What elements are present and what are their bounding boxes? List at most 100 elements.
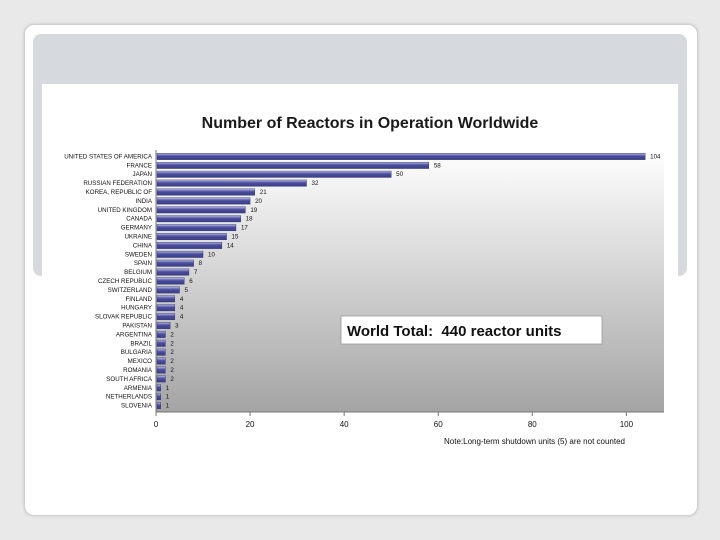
value-label: 2 [170,376,174,383]
value-label: 8 [199,260,203,267]
bar [156,161,430,169]
world-total-box [340,315,603,345]
x-tick-label: 40 [340,420,349,429]
value-label: 2 [170,349,174,356]
bar [156,206,246,214]
bar [156,197,251,205]
bar [156,286,180,294]
category-label: GERMANY [121,225,152,232]
value-label: 6 [189,278,193,285]
bar [156,277,185,285]
value-label: 18 [246,216,253,223]
category-label: ARMENIA [124,385,153,392]
value-label: 32 [312,180,319,187]
category-label: UNITED STATES OF AMERICA [64,153,153,160]
category-label: BRAZIL [130,340,152,347]
value-label: 58 [434,162,441,169]
bar [156,339,166,347]
value-labels-group: 1045850322120191817151410876544432222221… [166,153,661,409]
x-tick-label: 100 [620,420,634,429]
value-label: 4 [180,305,184,312]
value-label: 15 [232,234,239,241]
category-label: FRANCE [127,162,152,169]
category-label: SWITZERLAND [108,287,153,294]
bar [156,215,241,223]
value-label: 20 [255,198,262,205]
bar [156,384,161,392]
bar [156,233,227,240]
category-label: INDIA [135,198,152,205]
x-tick-label: 0 [154,420,159,429]
value-label: 50 [396,171,403,178]
bars-group [156,153,646,409]
category-label: NETHERLANDS [106,394,152,401]
x-tick-label: 20 [246,420,255,429]
value-label: 2 [170,331,174,338]
value-label: 7 [194,269,198,276]
category-label: PAKISTAN [122,322,152,329]
bar [156,153,646,160]
category-label: SLOVENIA [121,403,153,410]
category-label: BELGIUM [124,269,152,276]
value-label: 3 [175,322,179,329]
x-ticks-group: 0 20 40 60 80 100 [154,412,634,429]
bar [156,188,255,196]
value-label: 1 [166,385,170,392]
bar [156,268,190,276]
category-label: CZECH REPUBLIC [98,278,153,285]
category-label: UNITED KINGDOM [98,207,152,214]
bar [156,259,194,267]
bar [156,242,223,249]
bar [156,224,237,232]
bar [156,179,307,187]
category-label: SLOVAK REPUBLIC [95,314,152,321]
bar [156,322,171,329]
category-label: ARGENTINA [116,331,153,338]
category-label: MEXICO [128,358,153,365]
value-label: 104 [650,153,661,160]
value-label: 4 [180,314,184,321]
bar [156,304,176,312]
category-label: SPAIN [134,260,152,267]
value-label: 17 [241,225,248,232]
bar [156,250,204,258]
value-label: 1 [166,394,170,401]
bar [156,348,166,356]
bar [156,330,166,338]
value-label: 1 [166,403,170,410]
category-label: CHINA [133,242,153,249]
category-label: HUNGARY [121,305,152,312]
value-label: 14 [227,242,234,249]
category-label: SOUTH AFRICA [106,376,153,383]
value-label: 10 [208,251,215,258]
category-label: JAPAN [133,171,152,178]
note-text: Note:Long-term shutdown units (5) are no… [444,437,625,446]
value-label: 4 [180,296,184,303]
value-label: 5 [185,287,189,294]
category-label: KOREA, REPUBLIC OF [86,189,153,196]
category-label: UKRAINE [124,234,152,241]
value-label: 19 [250,207,257,214]
bar [156,366,166,374]
category-label: ROMANIA [123,367,153,374]
value-label: 21 [260,189,267,196]
bar [156,357,166,365]
bar [156,393,161,401]
bar [156,375,166,383]
x-tick-label: 80 [528,420,537,429]
category-label: RUSSIAN FEDERATION [83,180,152,187]
category-label: FINLAND [126,296,153,303]
category-label: CANADA [126,216,153,223]
value-label: 2 [170,358,174,365]
category-label: BULGARIA [121,349,153,356]
value-label: 2 [170,340,174,347]
world-total-annotation: World Total: 440 reactor units [347,323,561,340]
chart-title: Number of Reactors in Operation Worldwid… [202,115,539,132]
category-label: SWEDEN [125,251,152,258]
bar [156,402,161,409]
bar [156,313,176,320]
x-tick-label: 60 [434,420,443,429]
bar [156,170,392,178]
value-label: 2 [170,367,174,374]
